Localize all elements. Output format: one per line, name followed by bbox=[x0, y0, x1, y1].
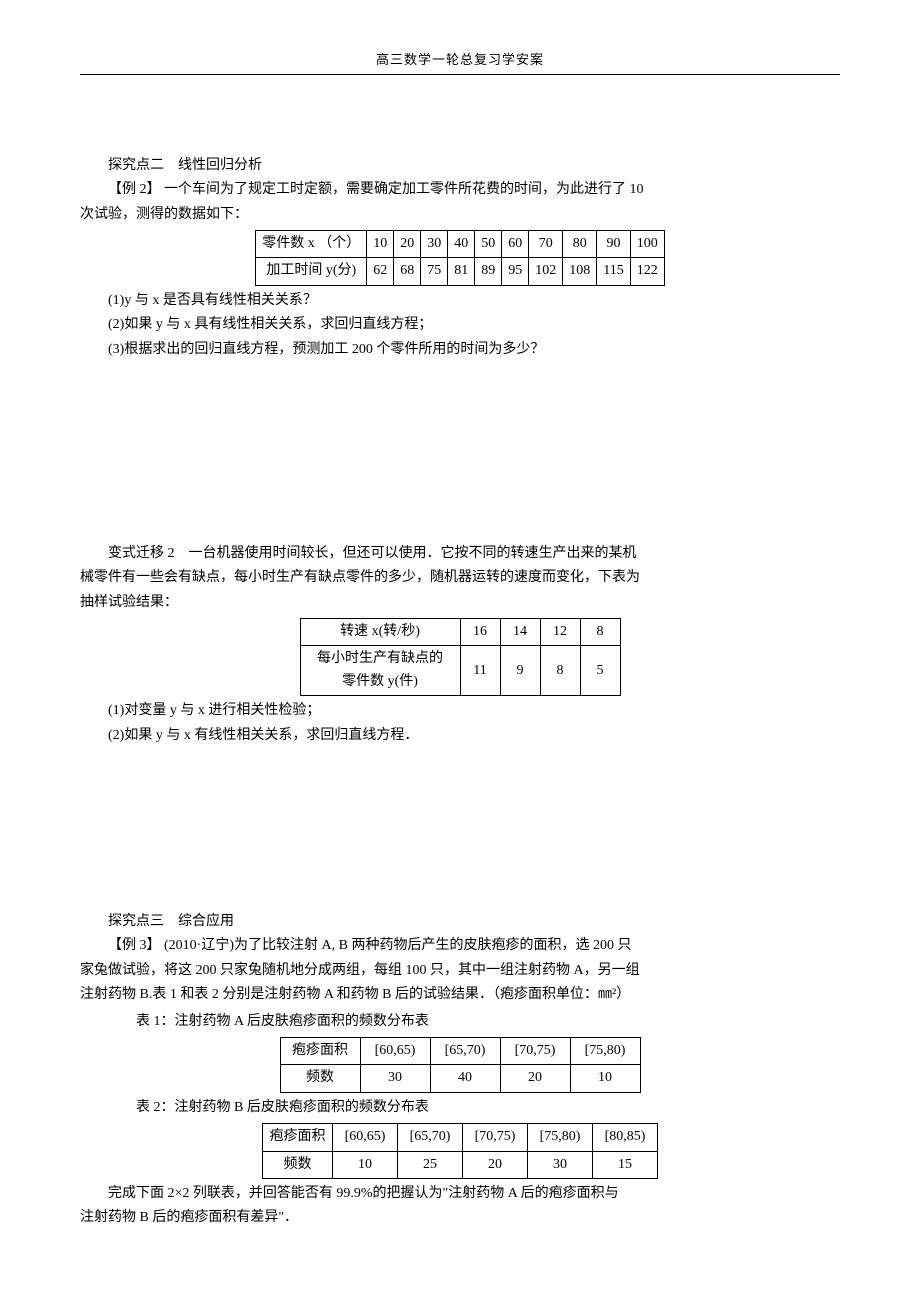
cell: 20 bbox=[463, 1151, 528, 1178]
cell-label: 零件数 x （个） bbox=[256, 230, 367, 257]
table1-caption: 表 1：注射药物 A 后皮肤疱疹面积的频数分布表 bbox=[80, 1011, 840, 1033]
cell: 100 bbox=[630, 230, 664, 257]
table-row: 零件数 x （个） 10 20 30 40 50 60 70 80 90 100 bbox=[256, 230, 664, 257]
cell: [60,65) bbox=[333, 1124, 398, 1151]
variant2-q2: (2)如果 y 与 x 有线性相关关系，求回归直线方程． bbox=[80, 725, 840, 747]
cell: 75 bbox=[421, 258, 448, 285]
cell: 115 bbox=[597, 258, 630, 285]
cell: [65,70) bbox=[430, 1038, 500, 1065]
cell: [60,65) bbox=[360, 1038, 430, 1065]
table-row: 频数 30 40 20 10 bbox=[280, 1065, 640, 1092]
variant2-line1: 一台机器使用时间较长，但还可以使用．它按不同的转速生产出来的某机 bbox=[189, 546, 637, 561]
table-row: 疱疹面积 [60,65) [65,70) [70,75) [75,80) [80… bbox=[263, 1124, 658, 1151]
cell-label: 疱疹面积 bbox=[280, 1038, 360, 1065]
table-row: 转速 x(转/秒) 16 14 12 8 bbox=[300, 619, 620, 646]
table-row: 每小时生产有缺点的 零件数 y(件) 11 9 8 5 bbox=[300, 646, 620, 696]
cell: 30 bbox=[360, 1065, 430, 1092]
section3-final-line1: 完成下面 2×2 列联表，并回答能否有 99.9%的把握认为"注射药物 A 后的… bbox=[80, 1183, 840, 1205]
cell: 90 bbox=[597, 230, 630, 257]
example2-text: 【例 2】 一个车间为了规定工时定额，需要确定加工零件所花费的时间，为此进行了 … bbox=[80, 179, 840, 201]
example3-text: 【例 3】 (2010·辽宁)为了比较注射 A, B 两种药物后产生的皮肤疱疹的… bbox=[80, 935, 840, 957]
cell: 10 bbox=[570, 1065, 640, 1092]
table-row: 频数 10 25 20 30 15 bbox=[263, 1151, 658, 1178]
variant2-text: 变式迁移 2 一台机器使用时间较长，但还可以使用．它按不同的转速生产出来的某机 bbox=[80, 543, 840, 565]
cell: 8 bbox=[580, 619, 620, 646]
cell: 40 bbox=[430, 1065, 500, 1092]
variant2-line2: 械零件有一些会有缺点，每小时生产有缺点零件的多少，随机器运转的速度而变化，下表为 bbox=[80, 567, 840, 589]
cell-label: 疱疹面积 bbox=[263, 1124, 333, 1151]
cell: 5 bbox=[580, 646, 620, 696]
variant2-line3: 抽样试验结果： bbox=[80, 592, 840, 614]
variant2-title: 变式迁移 2 bbox=[108, 546, 175, 561]
variant2-q1: (1)对变量 y 与 x 进行相关性检验； bbox=[80, 700, 840, 722]
cell: 80 bbox=[563, 230, 597, 257]
table2-caption: 表 2：注射药物 B 后皮肤疱疹面积的频数分布表 bbox=[80, 1097, 840, 1119]
cell: 10 bbox=[333, 1151, 398, 1178]
cell-label: 每小时生产有缺点的 零件数 y(件) bbox=[300, 646, 460, 696]
cell: 8 bbox=[540, 646, 580, 696]
example3-line1: 为了比较注射 A, B 两种药物后产生的皮肤疱疹的面积，选 200 只 bbox=[234, 938, 631, 953]
example3-source: (2010·辽宁) bbox=[164, 938, 234, 953]
cell: 40 bbox=[448, 230, 475, 257]
cell: [80,85) bbox=[593, 1124, 658, 1151]
cell: 12 bbox=[540, 619, 580, 646]
header-divider bbox=[80, 74, 840, 75]
cell: 20 bbox=[500, 1065, 570, 1092]
example2-label: 【例 2】 bbox=[108, 182, 161, 197]
cell: [70,75) bbox=[500, 1038, 570, 1065]
cell: 10 bbox=[367, 230, 394, 257]
section2-q2: (2)如果 y 与 x 具有线性相关关系，求回归直线方程； bbox=[80, 314, 840, 336]
cell: [75,80) bbox=[570, 1038, 640, 1065]
section3-final-line2: 注射药物 B 后的疱疹面积有差异"． bbox=[80, 1207, 840, 1229]
cell: 70 bbox=[529, 230, 563, 257]
cell: 15 bbox=[593, 1151, 658, 1178]
cell: 68 bbox=[394, 258, 421, 285]
example2-line1: 一个车间为了规定工时定额，需要确定加工零件所花费的时间，为此进行了 10 bbox=[164, 182, 644, 197]
section2-title: 探究点二 线性回归分析 bbox=[80, 155, 840, 177]
cell: 95 bbox=[502, 258, 529, 285]
table-row: 加工时间 y(分) 62 68 75 81 89 95 102 108 115 … bbox=[256, 258, 664, 285]
cell: 9 bbox=[500, 646, 540, 696]
cell: [75,80) bbox=[528, 1124, 593, 1151]
cell: 89 bbox=[475, 258, 502, 285]
cell: 14 bbox=[500, 619, 540, 646]
example2-table: 零件数 x （个） 10 20 30 40 50 60 70 80 90 100… bbox=[255, 230, 664, 286]
section3-title: 探究点三 综合应用 bbox=[80, 911, 840, 933]
example3-label: 【例 3】 bbox=[108, 938, 161, 953]
example2-line2: 次试验，测得的数据如下： bbox=[80, 204, 840, 226]
cell: 25 bbox=[398, 1151, 463, 1178]
cell-label: 加工时间 y(分) bbox=[256, 258, 367, 285]
cell: [70,75) bbox=[463, 1124, 528, 1151]
section3-table1: 疱疹面积 [60,65) [65,70) [70,75) [75,80) 频数 … bbox=[280, 1037, 641, 1093]
variant2-table: 转速 x(转/秒) 16 14 12 8 每小时生产有缺点的 零件数 y(件) … bbox=[300, 618, 621, 696]
page-header-title: 高三数学一轮总复习学安案 bbox=[80, 50, 840, 71]
cell: 20 bbox=[394, 230, 421, 257]
section2-q3: (3)根据求出的回归直线方程，预测加工 200 个零件所用的时间为多少？ bbox=[80, 339, 840, 361]
example3-line2: 家兔做试验，将这 200 只家兔随机地分成两组，每组 100 只，其中一组注射药… bbox=[80, 960, 840, 982]
cell: 102 bbox=[529, 258, 563, 285]
table-row: 疱疹面积 [60,65) [65,70) [70,75) [75,80) bbox=[280, 1038, 640, 1065]
cell: 30 bbox=[528, 1151, 593, 1178]
cell: 60 bbox=[502, 230, 529, 257]
cell-label: 转速 x(转/秒) bbox=[300, 619, 460, 646]
cell: 50 bbox=[475, 230, 502, 257]
cell: 62 bbox=[367, 258, 394, 285]
section3-table2: 疱疹面积 [60,65) [65,70) [70,75) [75,80) [80… bbox=[262, 1123, 658, 1179]
cell: 11 bbox=[460, 646, 500, 696]
cell-label: 频数 bbox=[280, 1065, 360, 1092]
section2-q1: (1)y 与 x 是否具有线性相关关系？ bbox=[80, 290, 840, 312]
cell: 122 bbox=[630, 258, 664, 285]
cell: 16 bbox=[460, 619, 500, 646]
cell: 81 bbox=[448, 258, 475, 285]
cell-label: 频数 bbox=[263, 1151, 333, 1178]
cell: 30 bbox=[421, 230, 448, 257]
cell: [65,70) bbox=[398, 1124, 463, 1151]
cell: 108 bbox=[563, 258, 597, 285]
example3-line3: 注射药物 B.表 1 和表 2 分别是注射药物 A 和药物 B 后的试验结果．（… bbox=[80, 984, 840, 1006]
